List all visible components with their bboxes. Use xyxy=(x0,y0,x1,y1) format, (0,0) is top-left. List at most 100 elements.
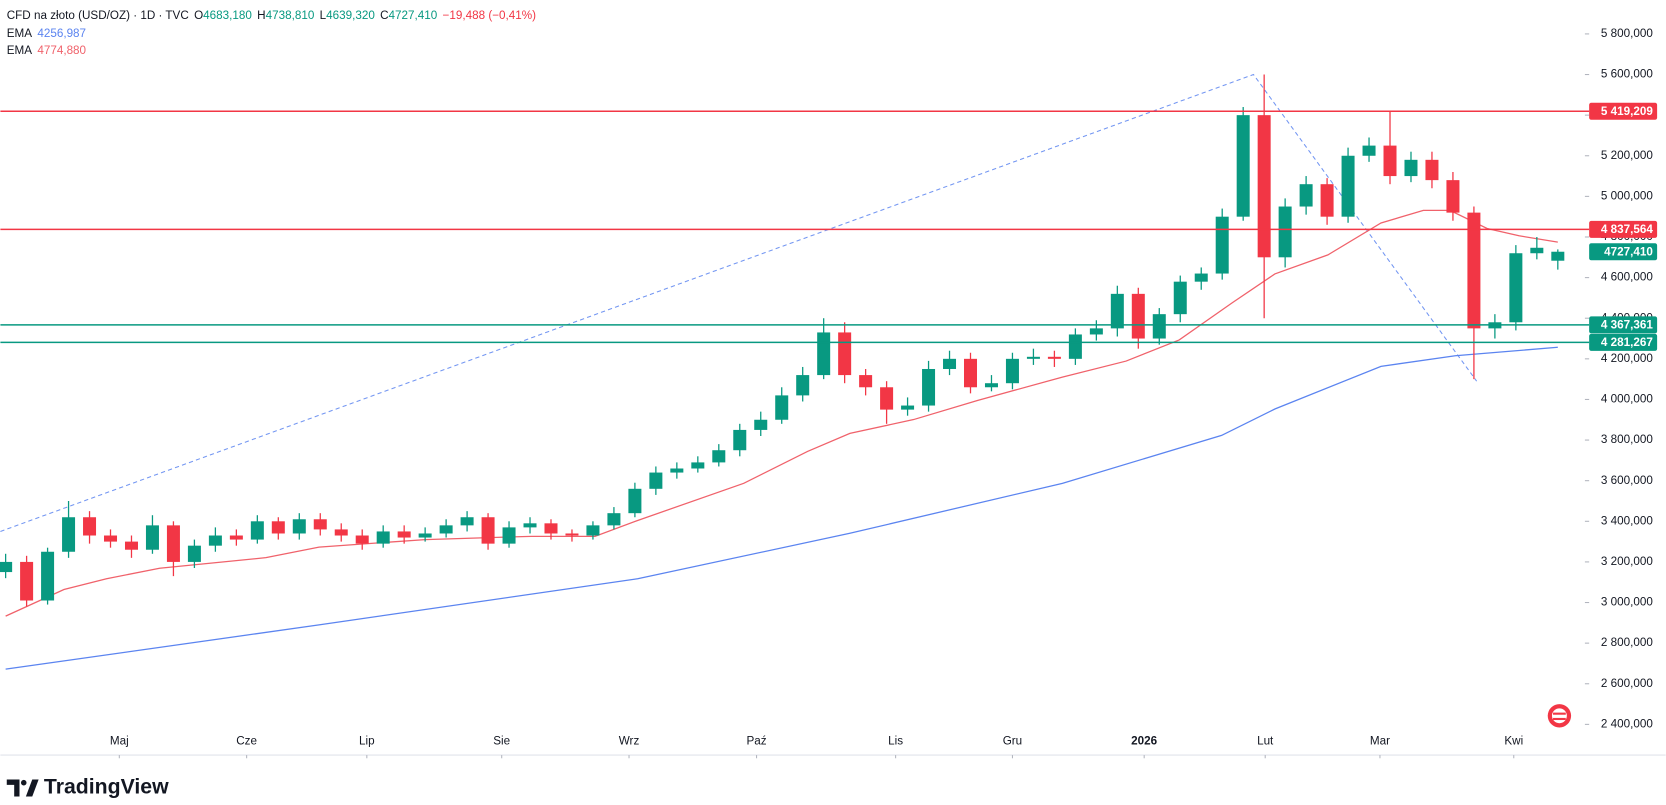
trend-line xyxy=(0,73,1478,532)
candle-body xyxy=(984,383,998,388)
ema-line xyxy=(5,209,1558,617)
flag-stripe xyxy=(1553,717,1566,721)
ohlc-label: C xyxy=(380,9,388,22)
x-tick-label: Maj xyxy=(110,734,129,747)
y-tick-label: 3 000,000 xyxy=(1601,596,1653,609)
candle-body xyxy=(838,332,852,376)
y-tick-label: 2 600,000 xyxy=(1601,677,1653,690)
candle-body xyxy=(733,429,747,451)
ohlc-value: 4683,180 xyxy=(203,9,252,22)
symbol: CFD na złoto (USD/OZ) · 1D · TVC xyxy=(7,9,189,22)
candle-body xyxy=(334,529,348,536)
y-tick-label: 3 200,000 xyxy=(1601,555,1653,568)
candle-body xyxy=(1341,155,1355,217)
candle-body xyxy=(1026,356,1040,359)
candle-body xyxy=(859,375,873,388)
candle-body xyxy=(439,525,453,534)
flag-icon xyxy=(1547,704,1572,728)
candle-body xyxy=(83,517,97,536)
candle-body xyxy=(418,533,432,538)
candle-body xyxy=(628,488,642,514)
candle-body xyxy=(481,517,495,544)
candle-body xyxy=(964,358,978,388)
price-tag-label: 4727,410 xyxy=(1604,245,1653,258)
candle-body xyxy=(1404,159,1418,177)
candle-body xyxy=(208,535,222,546)
y-tick-label: 5 200,000 xyxy=(1601,149,1653,162)
change: −19,488 (−0,41%) xyxy=(443,9,537,22)
price-tag xyxy=(1589,333,1658,351)
y-tick-label: 5 800,000 xyxy=(1601,27,1653,40)
candle-body xyxy=(1299,184,1313,207)
candle-body xyxy=(1362,145,1376,156)
candle-body xyxy=(250,521,264,540)
candle-body xyxy=(943,358,957,369)
y-tick-label: 3 400,000 xyxy=(1601,514,1653,527)
candle-body xyxy=(1467,212,1481,329)
candle-body xyxy=(397,531,411,538)
ema-line xyxy=(5,346,1558,670)
candle-body xyxy=(1278,206,1292,258)
y-tick-label: 3 600,000 xyxy=(1601,474,1653,487)
logo-icon-slash xyxy=(25,779,39,797)
candle-body xyxy=(1320,184,1334,217)
candle-body xyxy=(104,535,118,542)
candle-body xyxy=(922,368,936,406)
ema-name: EMA xyxy=(7,27,33,40)
candle-body xyxy=(649,472,663,489)
candle-body xyxy=(1005,358,1019,384)
price-tag-label: 4 837,564 xyxy=(1601,223,1653,236)
x-tick-label: Lut xyxy=(1257,734,1274,747)
candle-body xyxy=(1530,247,1544,254)
ohlc-label: H xyxy=(257,9,265,22)
legend-header: CFD na złoto (USD/OZ) · 1D · TVC O4683,18… xyxy=(7,9,536,22)
ema-legend: EMA 4256,987 xyxy=(7,27,86,40)
candle-body xyxy=(1089,328,1103,335)
y-tick-label: 4 600,000 xyxy=(1601,271,1653,284)
candle-body xyxy=(41,551,55,601)
candle-body xyxy=(1173,281,1187,315)
candle-body xyxy=(565,533,579,536)
candle-body xyxy=(20,561,34,601)
flag-inner xyxy=(1551,708,1567,724)
candle-body xyxy=(62,517,76,552)
ohlc-label: L xyxy=(320,9,327,22)
candle-body xyxy=(880,387,894,410)
candle-body xyxy=(229,535,243,540)
x-tick-label: Lis xyxy=(888,734,903,747)
ohlc-value: 4727,410 xyxy=(389,9,438,22)
candle-body xyxy=(0,561,13,573)
candle-body xyxy=(271,521,285,534)
candle-body xyxy=(460,517,474,526)
x-tick-label: Lip xyxy=(359,734,375,747)
candle-body xyxy=(1257,115,1271,258)
candle-body xyxy=(145,525,159,550)
ohlc-value: 4639,320 xyxy=(326,9,375,22)
logo: TradingView xyxy=(6,775,169,799)
candle-body xyxy=(691,462,705,469)
y-tick-label: 4 200,000 xyxy=(1601,352,1653,365)
candle-body xyxy=(502,527,516,544)
candle-body xyxy=(124,541,138,550)
price-tag xyxy=(1589,102,1658,120)
ema-name: EMA xyxy=(7,44,33,57)
candle-body xyxy=(1446,180,1460,213)
candles xyxy=(0,74,1565,607)
price-tag xyxy=(1589,220,1658,238)
candle-body xyxy=(1152,314,1166,339)
candle-body xyxy=(712,450,726,463)
candle-body xyxy=(355,535,369,544)
candle-body xyxy=(607,513,621,526)
logo-icon xyxy=(6,779,20,797)
x-tick-label: Wrz xyxy=(619,734,640,747)
y-tick-label: 2 800,000 xyxy=(1601,636,1653,649)
ema-value: 4256,987 xyxy=(37,27,86,40)
candle-body xyxy=(901,405,915,410)
candle-body xyxy=(1509,253,1523,323)
x-tick-label: Cze xyxy=(236,734,257,747)
candle-body xyxy=(796,375,810,396)
candle-body xyxy=(1383,145,1397,177)
price-tag xyxy=(1589,316,1658,334)
